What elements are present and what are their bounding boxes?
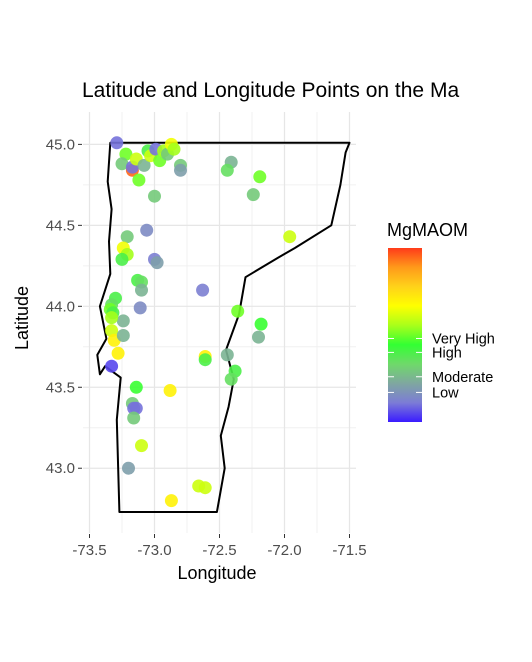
data-point	[105, 311, 119, 325]
data-point	[198, 481, 212, 495]
x-axis-label: Longitude	[177, 563, 256, 583]
data-point	[252, 330, 265, 344]
state-outline	[96, 141, 351, 513]
legend-label: High	[432, 345, 462, 361]
data-point	[127, 411, 141, 425]
y-tick-label: 43.5	[46, 379, 75, 396]
data-point	[116, 329, 130, 342]
legend-label: Very High	[432, 331, 495, 347]
data-point	[163, 384, 177, 397]
data-point	[174, 163, 187, 177]
grid	[83, 112, 356, 533]
data-point	[116, 314, 130, 328]
data-point	[115, 252, 129, 266]
state-boundary	[96, 141, 351, 513]
data-point	[140, 223, 154, 237]
x-tick-label: -71.5	[332, 542, 366, 559]
chart-title: Latitude and Longitude Points on the Ma	[82, 79, 459, 102]
data-point	[220, 348, 234, 362]
y-tick-label: 44.0	[46, 298, 75, 315]
data-point	[220, 163, 234, 177]
data-point	[135, 283, 148, 297]
data-point	[148, 189, 161, 203]
data-point	[224, 372, 238, 386]
y-axis-label: Latitude	[12, 286, 32, 350]
x-tick-label: -72.0	[267, 542, 301, 559]
legend-label: Low	[432, 385, 459, 401]
data-point	[231, 304, 245, 318]
axes: -73.5 -73.0 -72.5 -72.0 -71.5 43.0 43.5 44.0 44.…	[46, 136, 367, 559]
x-tick-label: -73.0	[137, 542, 171, 559]
points-layer	[103, 136, 297, 508]
legend-label: Moderate	[432, 370, 493, 386]
data-point	[150, 256, 164, 270]
data-point	[198, 353, 212, 367]
data-point	[167, 142, 181, 156]
data-point	[283, 230, 297, 244]
data-point	[133, 301, 147, 315]
data-point	[132, 173, 146, 187]
data-point	[137, 158, 151, 172]
y-tick-label: 43.0	[46, 460, 75, 477]
data-point	[129, 380, 143, 394]
y-tick-label: 45.0	[46, 136, 75, 153]
data-point	[120, 230, 134, 244]
legend-colorbar	[388, 248, 422, 422]
data-point	[105, 359, 119, 373]
data-point	[253, 170, 267, 184]
data-point	[246, 188, 260, 202]
legend-title: MgMAOM	[387, 220, 468, 240]
data-point	[115, 157, 129, 171]
data-point	[111, 346, 125, 360]
x-tick-label: -72.5	[202, 542, 236, 559]
y-tick-label: 44.5	[46, 217, 75, 234]
x-tick-label: -73.5	[72, 542, 106, 559]
data-point	[110, 136, 124, 150]
data-point	[164, 494, 178, 508]
data-point	[254, 317, 268, 331]
data-point	[135, 439, 148, 453]
data-point	[196, 283, 210, 297]
data-point	[122, 461, 135, 475]
